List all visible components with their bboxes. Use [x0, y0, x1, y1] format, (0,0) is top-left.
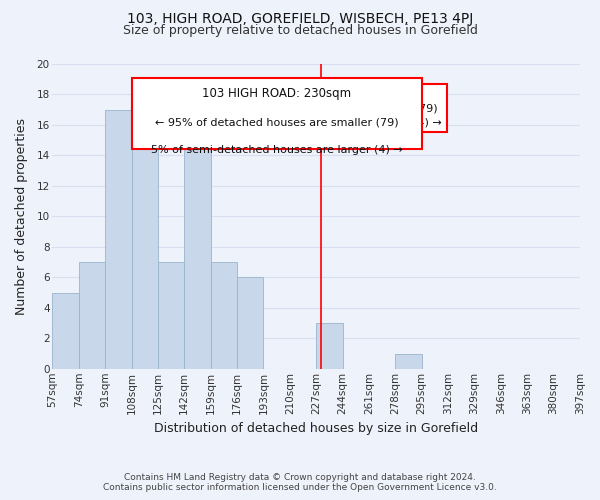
Bar [158, 262, 184, 369]
Bar [395, 354, 422, 369]
Y-axis label: Number of detached properties: Number of detached properties [15, 118, 28, 315]
Bar [52, 292, 79, 369]
Text: 103 HIGH ROAD: 230sqm
← 95% of detached houses are smaller (79)
5% of semi-detac: 103 HIGH ROAD: 230sqm ← 95% of detached … [190, 88, 442, 128]
FancyBboxPatch shape [131, 78, 422, 150]
Bar [79, 262, 105, 369]
Bar [184, 140, 211, 369]
Text: 5% of semi-detached houses are larger (4) →: 5% of semi-detached houses are larger (4… [151, 145, 403, 155]
Text: Size of property relative to detached houses in Gorefield: Size of property relative to detached ho… [122, 24, 478, 37]
Text: 103 HIGH ROAD: 230sqm: 103 HIGH ROAD: 230sqm [202, 87, 351, 100]
Text: ← 95% of detached houses are smaller (79): ← 95% of detached houses are smaller (79… [155, 118, 398, 128]
Bar [105, 110, 131, 369]
Text: 103, HIGH ROAD, GOREFIELD, WISBECH, PE13 4PJ: 103, HIGH ROAD, GOREFIELD, WISBECH, PE13… [127, 12, 473, 26]
Text: Contains public sector information licensed under the Open Government Licence v3: Contains public sector information licen… [103, 484, 497, 492]
Text: Contains HM Land Registry data © Crown copyright and database right 2024.: Contains HM Land Registry data © Crown c… [124, 472, 476, 482]
Bar [211, 262, 237, 369]
X-axis label: Distribution of detached houses by size in Gorefield: Distribution of detached houses by size … [154, 422, 478, 435]
Bar [316, 323, 343, 369]
Bar [237, 278, 263, 369]
Bar [131, 140, 158, 369]
